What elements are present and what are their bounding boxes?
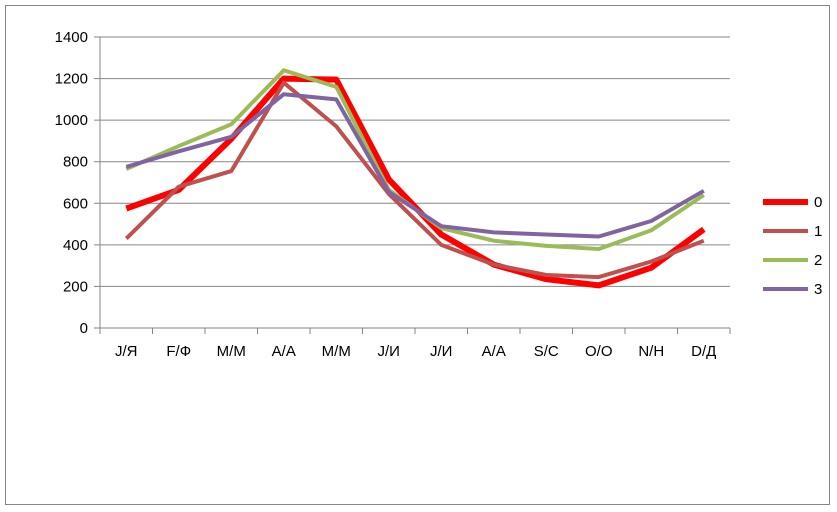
x-tick-label: J/И [378,343,400,360]
legend-label-2: 2 [814,252,822,269]
series-line-0 [125,75,706,289]
y-tick-label: 1400 [55,29,88,46]
y-tick-label: 0 [80,320,88,337]
legend-label-1: 1 [814,223,822,240]
x-tick-label: O/О [585,343,613,360]
series-lines [124,68,706,289]
x-tick-label: S/С [534,343,559,360]
y-tick-label: 400 [63,237,88,254]
x-tick-label: M/М [217,343,246,360]
x-tick-label: J/И [430,343,452,360]
y-tick-label: 200 [63,278,88,295]
x-tick-label: A/А [272,343,296,360]
y-tick-labels: 0 200 400 600 800 1000 1200 1400 [55,29,88,337]
x-tick-label: D/Д [691,343,716,360]
y-tick-label: 800 [63,154,88,171]
legend: 0 1 2 3 [763,194,822,298]
legend-label-3: 3 [814,281,822,298]
x-tick-label: M/М [322,343,351,360]
y-tick-label: 1000 [55,112,88,129]
x-tick-labels: J/Я F/Ф M/М A/А M/М J/И J/И A/А S/С O/О N/Н D/Д [115,343,716,360]
y-tick-label: 600 [63,195,88,212]
grid-lines [100,36,730,287]
legend-label-0: 0 [814,194,822,211]
x-tick-label: A/А [482,343,506,360]
x-tick-label: N/Н [638,343,664,360]
series-line-3 [125,92,705,239]
y-tick-label: 1200 [55,71,88,88]
x-tick-label: F/Ф [166,343,191,360]
axes [94,36,731,334]
x-tick-label: J/Я [115,343,138,360]
series-line-1 [124,80,705,280]
chart-frame [5,5,830,505]
